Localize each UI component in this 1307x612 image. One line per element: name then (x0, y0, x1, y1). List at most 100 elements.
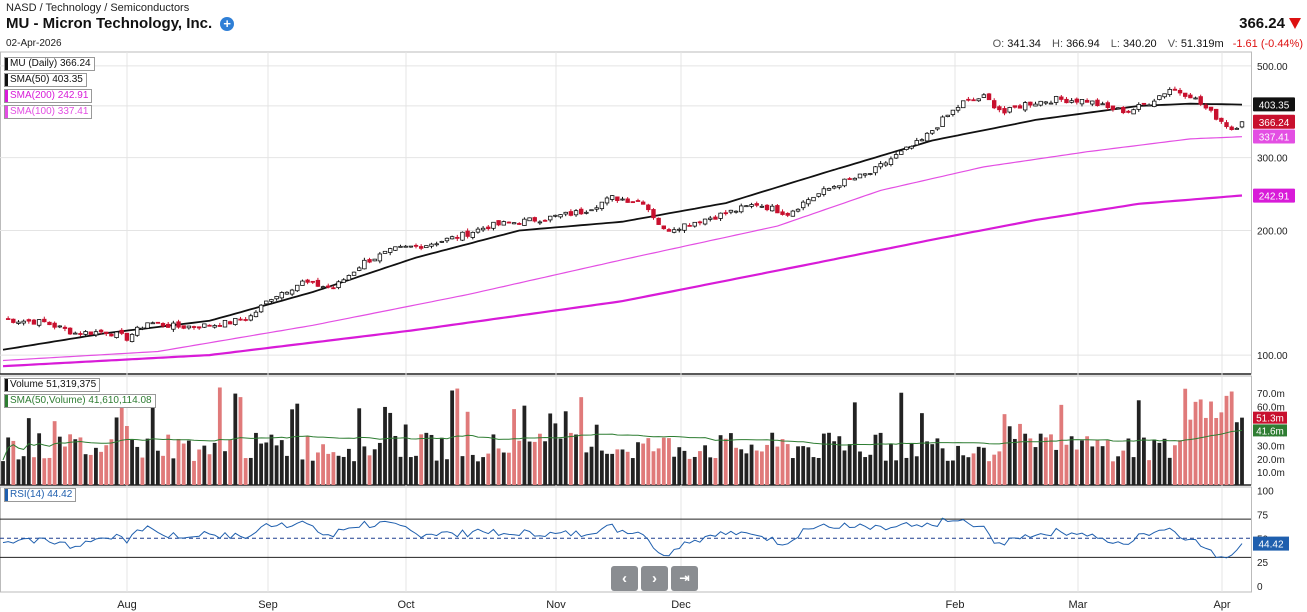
chevron-right-icon[interactable]: › (641, 566, 668, 591)
candle-body (1193, 97, 1198, 100)
volume-bar (507, 452, 511, 485)
last-price: 366.24 (1239, 15, 1301, 32)
volume-bar (935, 438, 940, 485)
x-tick-label: Mar (1069, 599, 1088, 611)
volume-badge (1253, 424, 1287, 437)
volume-bar (434, 460, 439, 485)
candle-body (449, 236, 455, 240)
candle-body (930, 130, 935, 134)
volume-bar (837, 436, 842, 485)
volume-bar (491, 434, 496, 485)
high-value: 366.94 (1066, 38, 1100, 50)
candle-body (919, 139, 925, 142)
rsi-tick-label: 0 (1257, 582, 1263, 593)
candle-body (217, 325, 223, 327)
candle-body (320, 286, 326, 289)
candle-body (171, 322, 176, 330)
price-tick-label: 300.00 (1257, 154, 1288, 165)
volume-bar (966, 457, 971, 485)
candle-body (878, 163, 883, 168)
volume-bar (785, 444, 790, 485)
candle-body (589, 209, 594, 212)
candle-body (548, 215, 553, 221)
candle-body (413, 244, 419, 247)
volume-bar (99, 451, 103, 485)
candle-body (408, 245, 414, 248)
candle-body (692, 221, 697, 227)
volume-bar (806, 447, 811, 485)
volume-bar (357, 408, 362, 485)
volume-bar (589, 446, 594, 485)
volume-bar (708, 457, 713, 485)
volume-bar (331, 452, 336, 485)
volume-bar (584, 452, 589, 485)
last-price-value: 366.24 (1239, 15, 1285, 32)
candle-body (1064, 98, 1069, 104)
candle-body (393, 246, 398, 251)
volume-bar (775, 446, 780, 485)
volume-bar (336, 455, 341, 485)
volume-bar (734, 447, 738, 485)
volume-bar (1229, 391, 1234, 485)
candle-body (1110, 105, 1116, 111)
volume-bar (636, 442, 640, 485)
candle-body (795, 208, 801, 212)
candle-body (258, 304, 264, 313)
jump-to-end-icon[interactable]: ⇥ (671, 566, 698, 591)
candle-body (196, 326, 202, 329)
candle-body (775, 205, 780, 214)
candle-body (83, 331, 88, 335)
volume-bar (300, 459, 305, 485)
candle-body (351, 271, 357, 276)
rsi-tick-label: 25 (1257, 558, 1269, 569)
candle-body (1219, 117, 1224, 122)
volume-bar (439, 437, 444, 485)
candle-body (52, 322, 57, 328)
plus-circle-icon[interactable]: + (220, 16, 235, 31)
candle-body (248, 315, 253, 321)
candle-body (465, 230, 470, 237)
candle-body (1100, 103, 1105, 106)
volume-bar (254, 432, 258, 485)
volume-bar (1224, 395, 1229, 485)
candle-body (744, 205, 749, 208)
volume-bar (1142, 437, 1146, 485)
volume-bar (321, 444, 325, 485)
volume-bar (661, 437, 666, 485)
candle-body (671, 229, 677, 233)
volume-bar (377, 442, 382, 485)
open-label: O: (992, 38, 1005, 50)
candle-body (11, 318, 16, 323)
candle-body (1157, 95, 1162, 100)
price-tick-label: 100.00 (1257, 351, 1288, 362)
candle-body (873, 166, 878, 174)
candle-body (909, 145, 914, 149)
candle-body (537, 221, 543, 224)
x-tick-label: Sep (258, 599, 278, 611)
chevron-left-icon[interactable]: ‹ (611, 566, 638, 591)
candle-body (1017, 105, 1023, 109)
volume-bar (821, 433, 826, 485)
current-date: 02-Apr-2026 (6, 38, 62, 49)
volume-bar (393, 435, 398, 485)
candle-body (553, 214, 558, 217)
volume-bar (1183, 388, 1188, 485)
candle-body (1234, 127, 1240, 130)
volume-bar (248, 457, 253, 485)
volume-bar (223, 451, 227, 485)
volume-bar (620, 449, 625, 485)
volume-bar (956, 445, 960, 485)
volume-bar (1121, 450, 1126, 485)
candle-body (666, 229, 672, 232)
candle-body (93, 331, 99, 336)
candle-body (1183, 92, 1188, 97)
volume-bar (1136, 400, 1141, 485)
candle-body (749, 204, 754, 207)
volume-bar (816, 457, 821, 485)
volume-bar (625, 451, 630, 485)
candle-body (687, 224, 692, 227)
volume-bar (1018, 423, 1022, 485)
candle-body (191, 326, 197, 328)
volume-bar (852, 402, 857, 485)
